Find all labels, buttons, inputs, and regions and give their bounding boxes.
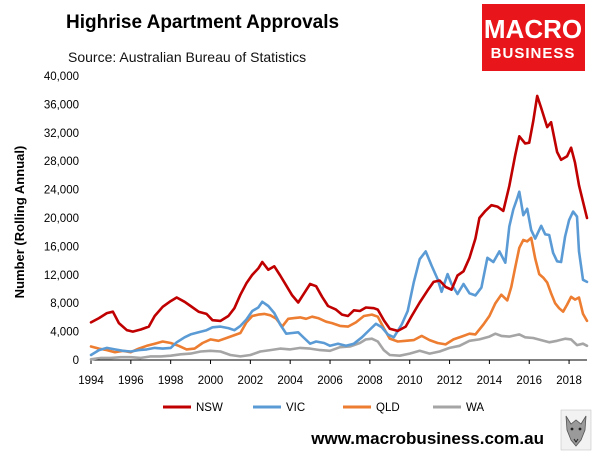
y-axis-ticks: 0 4,000 8,000 12,000 16,000 20,000 24,000 28,00… <box>44 71 79 367</box>
logo-line-2: BUSINESS <box>491 45 576 62</box>
x-tick-label: 2010 <box>397 375 423 387</box>
series-lines <box>89 94 589 361</box>
legend: NSW VIC QLD WA <box>163 402 484 414</box>
x-tick-label: 2014 <box>477 375 503 387</box>
y-tick-label: 8,000 <box>50 298 79 310</box>
y-tick-label: 16,000 <box>44 241 79 253</box>
series-line-vic <box>89 190 589 357</box>
y-tick-label: 12,000 <box>44 270 79 282</box>
series-line-qld <box>89 236 589 354</box>
x-tick-label: 2018 <box>556 375 582 387</box>
x-axis-ticks: 1994 1996 1998 2000 2002 2004 2006 2008 2010 2012… <box>78 360 582 387</box>
x-tick-label: 2004 <box>277 375 303 387</box>
y-tick-label: 0 <box>73 355 79 367</box>
x-tick-label: 1996 <box>118 375 144 387</box>
macrobusiness-logo: MACRO BUSINESS <box>482 4 585 71</box>
legend-label-wa: WA <box>466 402 484 414</box>
y-tick-label: 36,000 <box>44 99 79 111</box>
x-tick-label: 2012 <box>437 375 463 387</box>
x-tick-label: 2002 <box>238 375 264 387</box>
chart-subtitle: Source: Australian Bureau of Statistics <box>68 49 306 65</box>
x-tick-label: 2016 <box>516 375 542 387</box>
x-tick-label: 2008 <box>357 375 383 387</box>
series-line-wa <box>89 332 589 361</box>
x-tick-label: 2000 <box>198 375 224 387</box>
footer-url: www.macrobusiness.com.au <box>310 429 544 448</box>
y-tick-label: 20,000 <box>44 213 79 225</box>
legend-label-nsw: NSW <box>196 402 223 414</box>
y-tick-label: 32,000 <box>44 128 79 140</box>
legend-label-qld: QLD <box>376 402 400 414</box>
logo-background <box>482 4 585 71</box>
chart-title: Highrise Apartment Approvals <box>66 12 339 33</box>
y-tick-label: 40,000 <box>44 71 79 83</box>
y-tick-label: 24,000 <box>44 185 79 197</box>
y-tick-label: 4,000 <box>50 327 79 339</box>
logo-line-1: MACRO <box>484 14 582 44</box>
wolf-icon <box>560 409 592 451</box>
y-axis-label: Number (Rolling Annual) <box>12 146 27 299</box>
legend-label-vic: VIC <box>286 402 305 414</box>
y-tick-label: 28,000 <box>44 156 79 168</box>
series-line-nsw <box>89 94 589 333</box>
x-tick-label: 1994 <box>78 375 104 387</box>
x-tick-label: 1998 <box>158 375 184 387</box>
x-tick-label: 2006 <box>317 375 343 387</box>
